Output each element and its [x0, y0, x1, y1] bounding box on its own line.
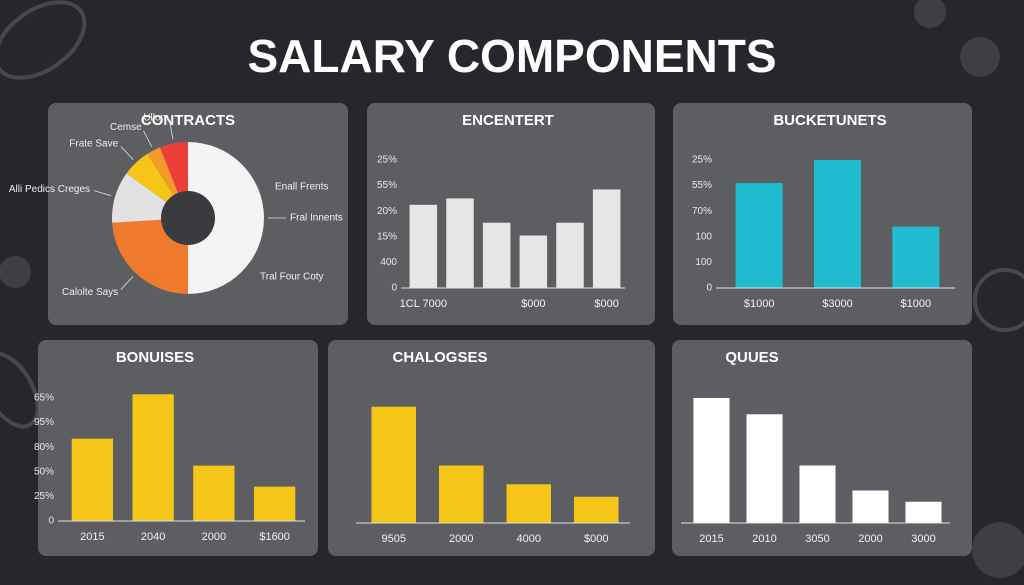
page-title: SALARY COMPONENTS — [247, 30, 776, 82]
y-tick-label: 50% — [34, 466, 54, 477]
bar — [446, 198, 474, 288]
x-tick-label: $1600 — [259, 531, 290, 543]
bar — [592, 189, 621, 288]
x-tick-label: 2000 — [858, 533, 882, 545]
x-tick-label: 2010 — [752, 533, 776, 545]
bar — [892, 226, 940, 288]
leader-line — [120, 146, 134, 160]
y-tick-label: 0 — [391, 283, 397, 294]
ball-decor — [972, 522, 1024, 578]
y-tick-label: 55% — [692, 180, 712, 191]
donut-hole — [161, 191, 215, 245]
bar — [814, 160, 861, 288]
ball-decor — [0, 351, 40, 429]
slice-label: Fral Innents — [290, 213, 343, 224]
pie-slice — [188, 142, 264, 294]
slice-label: Calolte Says — [62, 287, 118, 298]
x-tick-label: 3000 — [911, 533, 935, 545]
y-tick-label: 55% — [377, 180, 397, 191]
bar — [799, 465, 836, 523]
bar — [71, 438, 114, 521]
ball-decor — [914, 0, 946, 28]
panel-title: CHALOGSES — [392, 349, 487, 366]
panel-title: BUCKETUNETS — [773, 112, 886, 129]
panel-title: ENCENTERT — [462, 112, 554, 129]
y-tick-label: 100 — [695, 231, 712, 242]
x-tick-label: $3000 — [822, 298, 853, 310]
bar — [519, 235, 548, 288]
y-tick-label: 80% — [34, 442, 54, 453]
x-tick-label: 1CL 7000 — [400, 298, 447, 310]
y-tick-label: 25% — [692, 155, 712, 166]
annotation: Enall Frents — [275, 182, 328, 193]
bar — [556, 222, 584, 288]
bar — [905, 501, 942, 523]
y-tick-label: 95% — [34, 417, 54, 428]
slice-label: Frate Save — [69, 138, 118, 149]
x-tick-label: $1000 — [901, 298, 932, 310]
bar — [409, 204, 438, 288]
ball-decor — [960, 37, 1000, 77]
x-tick-label: 3050 — [805, 533, 829, 545]
bar — [852, 490, 889, 523]
ball-decor — [973, 268, 1024, 332]
x-tick-label: $000 — [584, 533, 608, 545]
x-tick-label: 2015 — [80, 531, 104, 543]
x-tick-label: 2000 — [449, 533, 473, 545]
bar — [253, 486, 296, 521]
leader-line — [143, 130, 153, 147]
y-tick-label: 0 — [706, 283, 712, 294]
x-tick-label: 4000 — [517, 533, 541, 545]
x-tick-label: $1000 — [744, 298, 775, 310]
x-tick-label: 9505 — [382, 533, 406, 545]
slice-label: Ullom — [143, 112, 169, 123]
ball-decor — [0, 0, 87, 80]
y-tick-label: 0 — [48, 516, 54, 527]
panel-title: CONTRACTS — [141, 112, 235, 129]
annotation: Tral Four Coty — [260, 272, 324, 283]
bar — [132, 394, 174, 521]
x-tick-label: $000 — [594, 298, 618, 310]
bar — [193, 465, 235, 521]
y-tick-label: 25% — [34, 491, 54, 502]
y-tick-label: 25% — [377, 155, 397, 166]
x-tick-label: 2040 — [141, 531, 165, 543]
panel-title: QUUES — [725, 349, 778, 366]
x-tick-label: 2015 — [699, 533, 723, 545]
bar — [735, 183, 783, 288]
bar — [438, 465, 484, 523]
ball-decor — [0, 256, 31, 288]
y-tick-label: 20% — [377, 206, 397, 217]
y-tick-label: 70% — [692, 206, 712, 217]
leader-line — [169, 121, 174, 140]
slice-label: Alli Pedics Creges — [9, 184, 90, 195]
y-tick-label: 400 — [380, 257, 397, 268]
bar — [573, 496, 619, 523]
y-tick-label: 15% — [377, 231, 397, 242]
leader-line — [93, 190, 112, 197]
leader-line — [120, 276, 134, 290]
bar — [371, 406, 417, 523]
slice-label: Cemse — [110, 122, 142, 133]
x-tick-label: $000 — [521, 298, 545, 310]
bar — [506, 484, 552, 523]
bar — [693, 398, 730, 523]
panel-title: BONUISES — [116, 349, 194, 366]
y-tick-label: 65% — [34, 393, 54, 404]
x-tick-label: 2000 — [202, 531, 226, 543]
bar — [482, 222, 511, 288]
y-tick-label: 100 — [695, 257, 712, 268]
bar — [746, 414, 783, 523]
